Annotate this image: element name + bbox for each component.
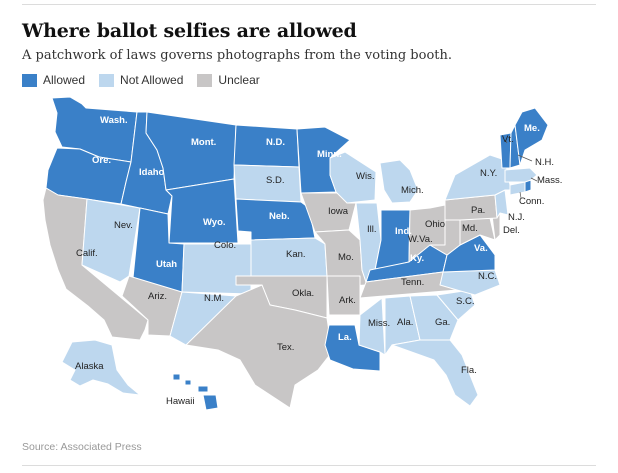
state-shape-me bbox=[514, 107, 549, 166]
graphic-subtitle: A patchwork of laws governs photographs … bbox=[22, 48, 453, 63]
bottom-divider bbox=[22, 465, 596, 466]
state-shape-miss bbox=[358, 297, 386, 356]
legend-swatch-not-allowed bbox=[99, 73, 115, 87]
legend-item-unclear: Unclear bbox=[197, 73, 260, 87]
state-shape-nev bbox=[81, 198, 141, 283]
legend-item-not-allowed: Not Allowed bbox=[99, 73, 183, 87]
state-label-s-c: S.C. bbox=[456, 296, 474, 307]
state-label-ga: Ga. bbox=[435, 317, 450, 328]
state-label-mass: Mass. bbox=[537, 175, 562, 186]
state-label-ariz: Ariz. bbox=[148, 291, 167, 302]
state-label-tenn: Tenn. bbox=[401, 277, 424, 288]
state-label-wash: Wash. bbox=[100, 115, 128, 126]
state-label-vt: Vt. bbox=[502, 134, 514, 145]
state-label-mo: Mo. bbox=[338, 252, 354, 263]
state-label-pa: Pa. bbox=[471, 205, 485, 216]
state-label-ind: Ind. bbox=[395, 226, 412, 237]
state-label-okla: Okla. bbox=[292, 288, 314, 299]
state-label-ore: Ore. bbox=[92, 155, 111, 166]
state-shape-mich bbox=[379, 159, 419, 204]
state-label-minn: Minn. bbox=[317, 149, 342, 160]
state-label-mich: Mich. bbox=[401, 185, 424, 196]
graphic-title: Where ballot selfies are allowed bbox=[22, 20, 357, 42]
source-note: Source: Associated Press bbox=[22, 441, 142, 453]
state-label-hawaii: Hawaii bbox=[166, 396, 195, 407]
state-shape-mass bbox=[504, 167, 538, 183]
legend: Allowed Not Allowed Unclear bbox=[22, 72, 260, 88]
legend-item-allowed: Allowed bbox=[22, 73, 85, 87]
state-label-colo: Colo. bbox=[214, 240, 236, 251]
state-label-ala: Ala. bbox=[397, 317, 413, 328]
state-shape-wis bbox=[329, 151, 377, 204]
state-label-ill: Ill. bbox=[367, 224, 377, 235]
state-label-calif: Calif. bbox=[76, 248, 98, 259]
state-shape-conn bbox=[509, 181, 526, 196]
state-label-ky: Ky. bbox=[410, 253, 424, 264]
state-label-n-c: N.C. bbox=[478, 271, 497, 282]
state-shape-s-c bbox=[436, 289, 476, 321]
state-shape-fla bbox=[391, 339, 479, 407]
leader-line-vt bbox=[504, 139, 508, 144]
legend-swatch-allowed bbox=[22, 73, 37, 87]
state-label-md: Md. bbox=[462, 223, 478, 234]
state-label-n-y: N.Y. bbox=[480, 168, 497, 179]
legend-swatch-unclear bbox=[197, 73, 213, 87]
legend-label-allowed: Allowed bbox=[43, 73, 86, 87]
state-label-iowa: Iowa bbox=[328, 206, 349, 217]
leader-line-n-h bbox=[517, 154, 533, 162]
top-divider bbox=[22, 4, 596, 5]
state-label-neb: Neb. bbox=[269, 211, 290, 222]
state-label-ohio: Ohio bbox=[425, 219, 445, 230]
legend-label-not-allowed: Not Allowed bbox=[120, 73, 184, 87]
state-label-nev: Nev. bbox=[114, 220, 133, 231]
state-label-wis: Wis. bbox=[356, 171, 374, 182]
leader-line-conn bbox=[519, 191, 522, 199]
legend-label-unclear: Unclear bbox=[218, 73, 260, 87]
state-label-me: Me. bbox=[524, 123, 540, 134]
state-label-miss: Miss. bbox=[368, 318, 390, 329]
state-label-n-h: N.H. bbox=[535, 157, 554, 168]
state-shape-la bbox=[324, 324, 381, 372]
state-label-w-va: W.Va. bbox=[408, 234, 433, 245]
state-label-s-d: S.D. bbox=[266, 175, 284, 186]
state-label-idaho: Idaho bbox=[139, 167, 165, 178]
state-shape-wyo bbox=[165, 178, 239, 244]
state-label-conn: Conn. bbox=[519, 196, 544, 207]
state-label-la: La. bbox=[338, 332, 352, 343]
state-label-va: Va. bbox=[474, 243, 488, 254]
state-label-wyo: Wyo. bbox=[203, 217, 226, 228]
state-label-utah: Utah bbox=[156, 259, 177, 270]
state-label-n-j: N.J. bbox=[508, 212, 525, 223]
state-shape-colo bbox=[181, 243, 252, 295]
state-shape-tex bbox=[185, 284, 333, 409]
state-label-mont: Mont. bbox=[191, 137, 216, 148]
state-label-alaska: Alaska bbox=[75, 361, 104, 372]
state-label-n-d: N.D. bbox=[266, 137, 285, 148]
state-shape-hawaii bbox=[172, 373, 219, 411]
state-label-kan: Kan. bbox=[286, 249, 306, 260]
state-label-tex: Tex. bbox=[277, 342, 294, 353]
leader-line-mass bbox=[530, 177, 538, 182]
state-label-ark: Ark. bbox=[339, 295, 356, 306]
state-label-n-m: N.M. bbox=[204, 293, 224, 304]
state-label-fla: Fla. bbox=[461, 365, 477, 376]
state-shape-alaska bbox=[61, 339, 141, 396]
state-label-del: Del. bbox=[503, 225, 520, 236]
